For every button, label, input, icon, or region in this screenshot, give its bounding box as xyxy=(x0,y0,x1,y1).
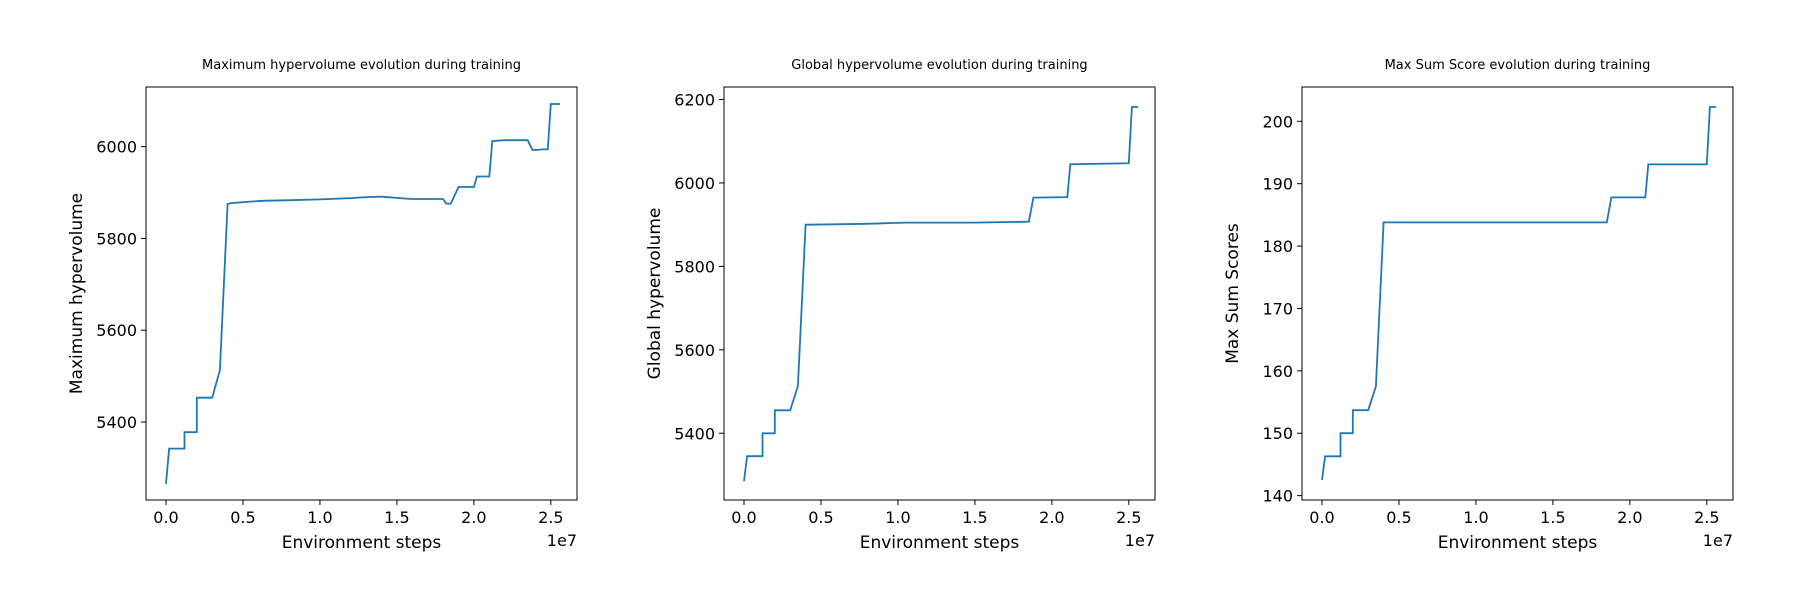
x-tick-label: 1.5 xyxy=(962,508,987,527)
x-tick-label: 0.0 xyxy=(731,508,756,527)
x-axis-offset-label: 1e7 xyxy=(1125,531,1155,550)
y-tick-label: 6200 xyxy=(674,91,715,110)
x-axis-label: Environment steps xyxy=(282,533,442,553)
x-tick-label: 0.5 xyxy=(230,508,255,527)
x-axis-offset-label: 1e7 xyxy=(547,531,577,550)
chart-title: Global hypervolume evolution during trai… xyxy=(791,58,1087,73)
x-tick-label: 1.5 xyxy=(1540,508,1565,527)
y-tick-label: 140 xyxy=(1262,487,1293,506)
x-axis-label: Environment steps xyxy=(860,533,1020,553)
y-tick-label: 200 xyxy=(1262,112,1293,131)
y-tick-label: 150 xyxy=(1262,424,1293,443)
y-tick-label: 5400 xyxy=(96,413,137,432)
x-tick-label: 1.0 xyxy=(307,508,332,527)
x-tick-label: 2.5 xyxy=(1694,508,1719,527)
y-tick-label: 180 xyxy=(1262,237,1293,256)
x-tick-label: 2.0 xyxy=(461,508,486,527)
y-axis-label: Maximum hypervolume xyxy=(67,193,87,394)
series-line xyxy=(165,103,561,484)
y-tick-label: 5800 xyxy=(96,229,137,248)
x-tick-label: 1.0 xyxy=(1463,508,1488,527)
y-tick-label: 5400 xyxy=(674,424,715,443)
x-tick-label: 2.5 xyxy=(538,508,563,527)
chart-panel-max-sum-score: Max Sum Score evolution during training … xyxy=(1223,58,1734,553)
chart-panel-maximum-hypervolume: Maximum hypervolume evolution during tra… xyxy=(67,58,578,553)
series-line xyxy=(1321,106,1717,481)
y-tick-label: 5600 xyxy=(674,341,715,360)
chart-title: Maximum hypervolume evolution during tra… xyxy=(202,58,521,73)
chart-panel-global-hypervolume: Global hypervolume evolution during trai… xyxy=(645,58,1156,553)
x-tick-label: 0.5 xyxy=(808,508,833,527)
plot-frame xyxy=(723,86,1156,501)
x-tick-label: 2.0 xyxy=(1617,508,1642,527)
y-tick-label: 170 xyxy=(1262,299,1293,318)
x-axis-label: Environment steps xyxy=(1438,533,1598,553)
x-tick-label: 1.5 xyxy=(384,508,409,527)
y-axis-label: Max Sum Scores xyxy=(1223,223,1243,364)
x-tick-label: 2.0 xyxy=(1039,508,1064,527)
y-tick-label: 6000 xyxy=(96,138,137,157)
plot-frame xyxy=(145,86,578,501)
x-tick-label: 0.0 xyxy=(1309,508,1334,527)
x-tick-label: 1.0 xyxy=(885,508,910,527)
plot-frame xyxy=(1301,86,1734,501)
series-line xyxy=(743,106,1139,482)
y-axis-label: Global hypervolume xyxy=(645,208,665,380)
y-tick-label: 190 xyxy=(1262,175,1293,194)
x-tick-label: 0.5 xyxy=(1386,508,1411,527)
chart-title: Max Sum Score evolution during training xyxy=(1385,58,1651,73)
x-axis-offset-label: 1e7 xyxy=(1703,531,1733,550)
y-tick-label: 160 xyxy=(1262,362,1293,381)
y-tick-label: 5800 xyxy=(674,257,715,276)
y-tick-label: 5600 xyxy=(96,321,137,340)
y-tick-label: 6000 xyxy=(674,174,715,193)
x-tick-label: 0.0 xyxy=(153,508,178,527)
x-tick-label: 2.5 xyxy=(1116,508,1141,527)
